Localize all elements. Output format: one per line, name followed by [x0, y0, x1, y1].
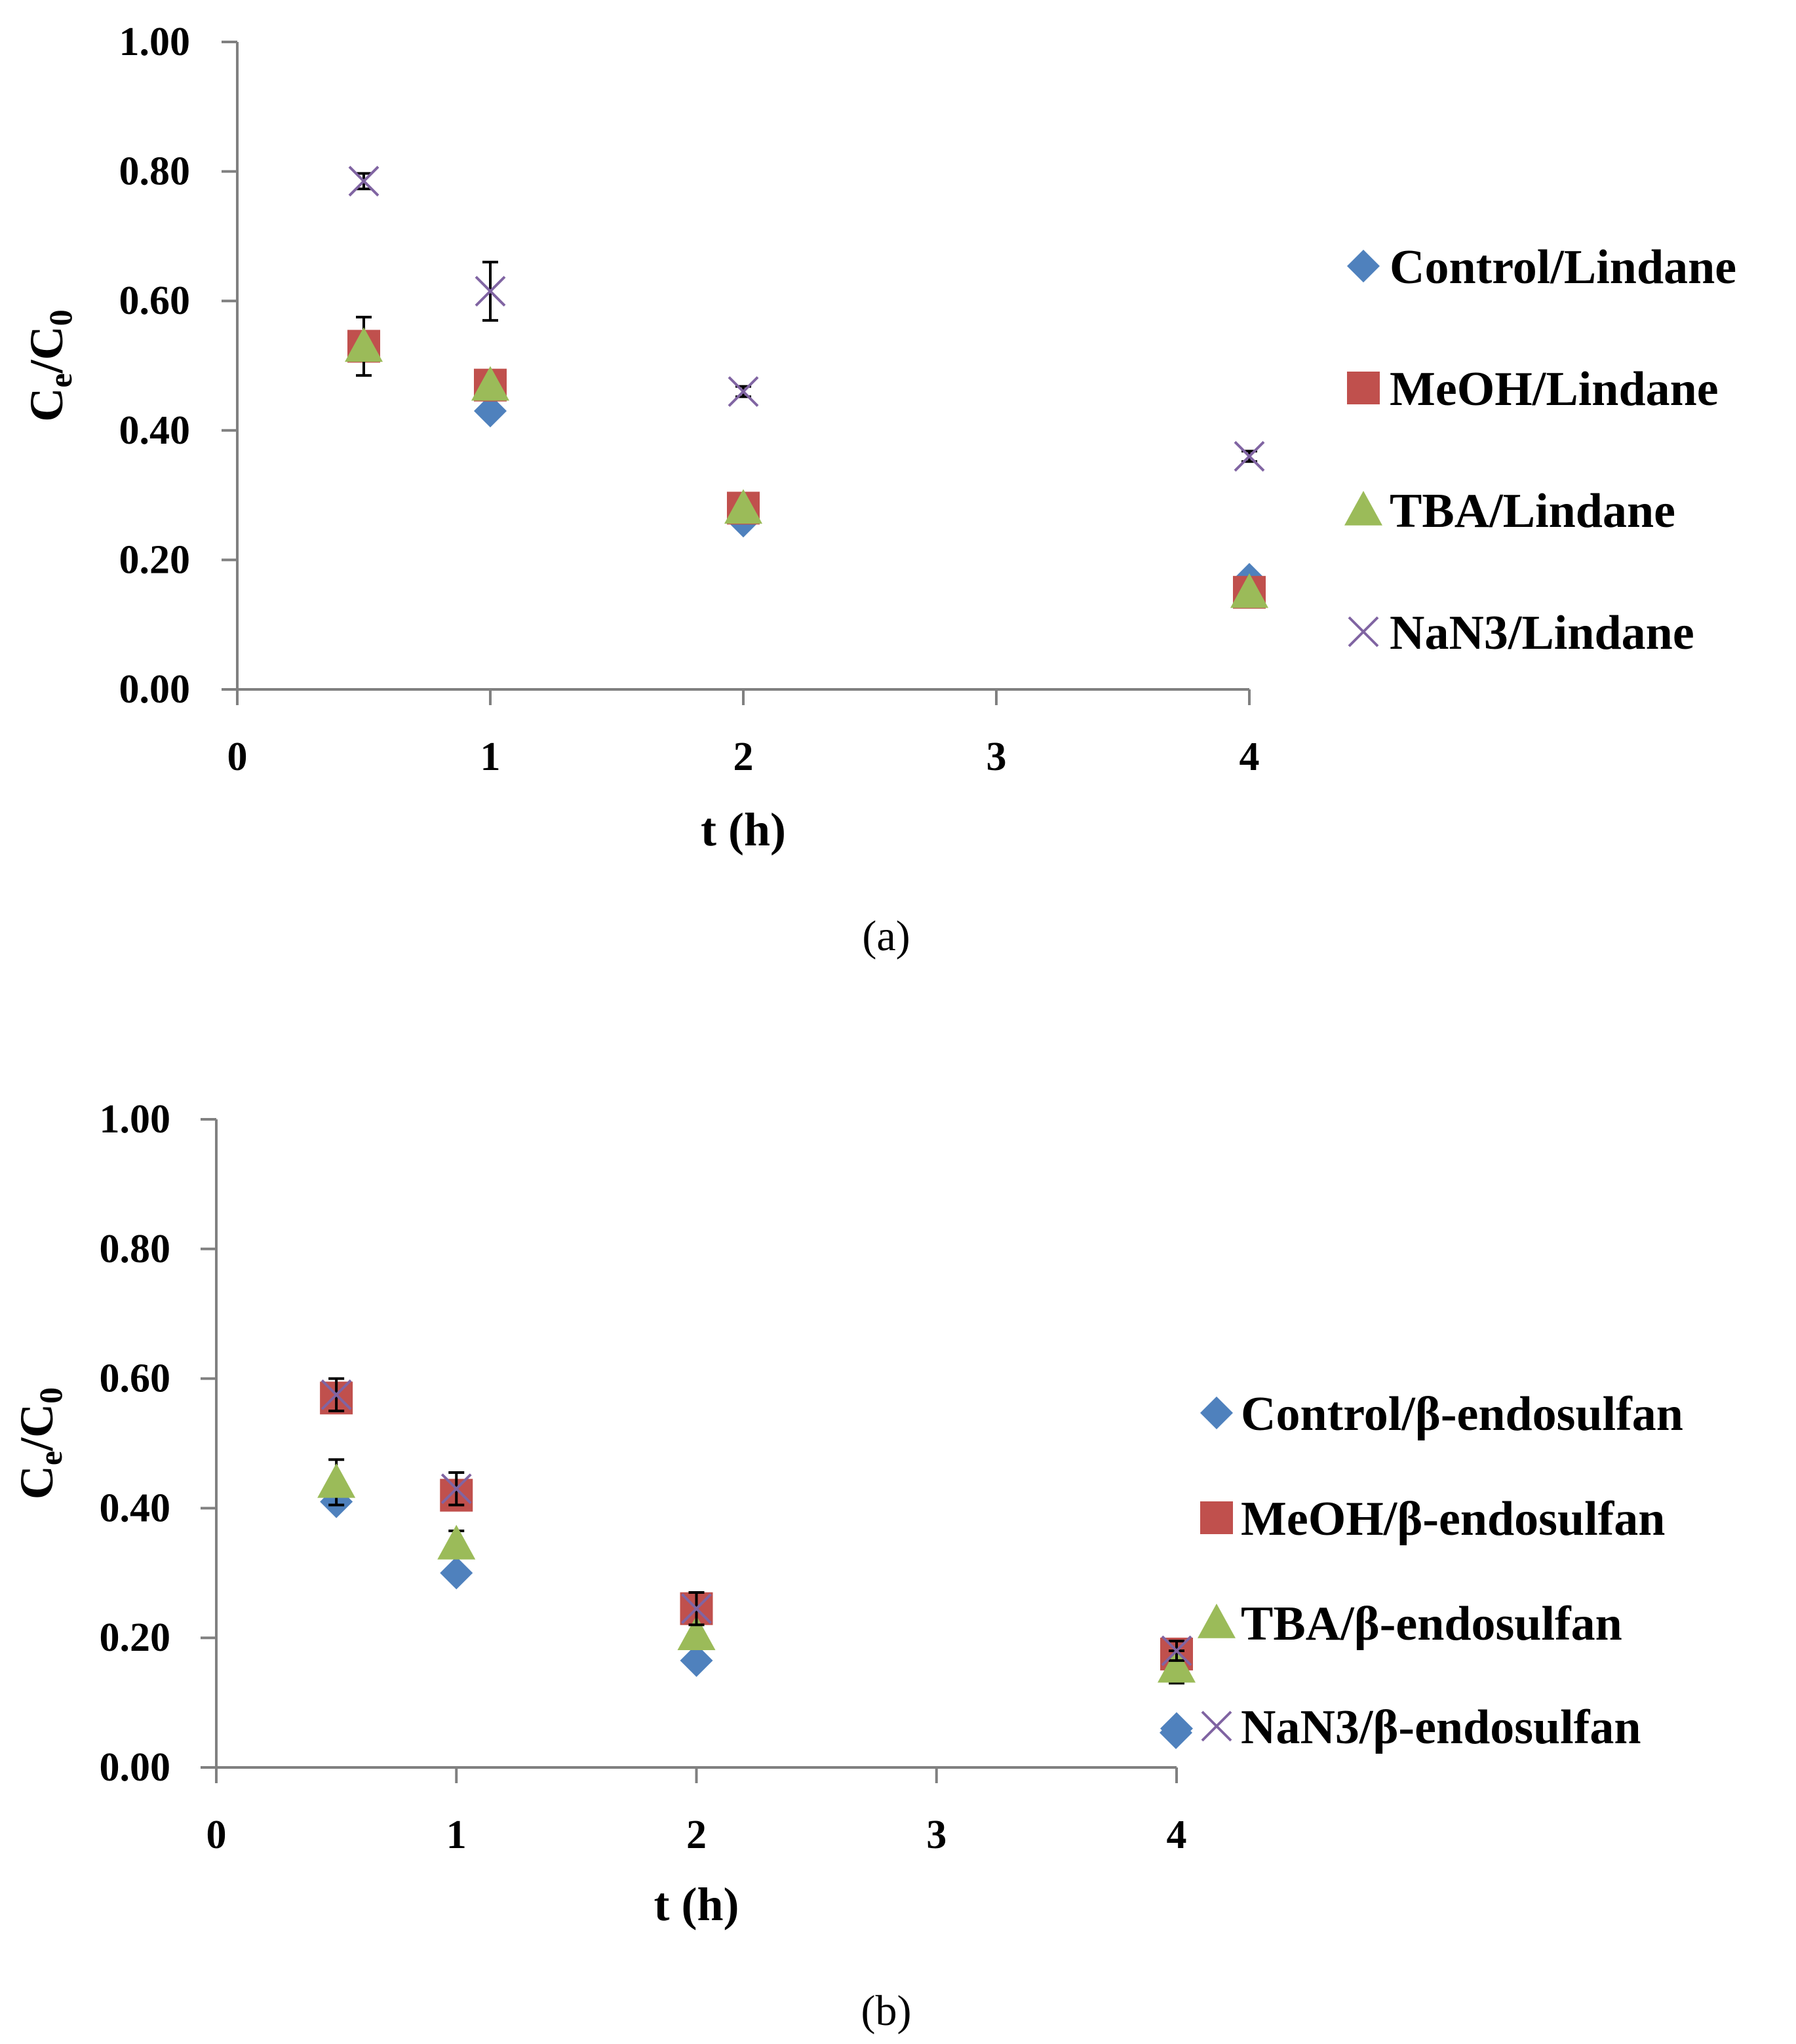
legend-label: MeOH/Lindane	[1390, 362, 1719, 416]
series-x	[321, 1377, 1192, 1667]
x-tick-label: 1	[446, 1813, 467, 1857]
data-point-triangle	[724, 489, 762, 524]
y-axis-title-part: C	[20, 388, 73, 422]
data-point-x	[440, 1473, 472, 1505]
legend-label: MeOH/β-endosulfan	[1241, 1492, 1665, 1546]
series-diamond	[320, 1485, 1193, 1745]
series-square	[320, 1381, 1193, 1670]
legend-x-icon	[1348, 616, 1379, 647]
y-axis-title: Ce/C0	[20, 309, 79, 421]
y-axis-title-part: e	[32, 1451, 69, 1465]
legend-item: Control/Lindane	[1347, 241, 1736, 294]
data-point-triangle	[437, 1524, 476, 1560]
data-point-x	[475, 275, 506, 307]
panel-caption: (a)	[862, 912, 910, 960]
series-square	[347, 330, 1266, 609]
legend-square-icon	[1200, 1501, 1233, 1534]
x-tick-label: 0	[206, 1813, 227, 1857]
data-point-x	[1234, 440, 1265, 472]
legend-item: MeOH/Lindane	[1347, 362, 1719, 416]
legend-label: NaN3/β-endosulfan	[1241, 1701, 1641, 1754]
x-axis-title: t (h)	[654, 1878, 739, 1931]
y-tick-label: 0.60	[119, 279, 191, 323]
legend-item: MeOH/β-endosulfan	[1200, 1492, 1665, 1546]
legend-diamond-icon	[1347, 250, 1380, 282]
legend-label: TBA/Lindane	[1390, 484, 1675, 538]
x-tick-label: 4	[1167, 1813, 1187, 1857]
series-triangle	[345, 315, 1268, 608]
x-tick-label: 1	[480, 735, 501, 779]
y-tick-label: 0.80	[119, 149, 191, 194]
legend-item: Control/β-endosulfan	[1200, 1387, 1683, 1441]
x-tick-label: 4	[1240, 735, 1260, 779]
legend-diamond-icon	[1200, 1397, 1233, 1429]
y-axis-title-part: /C	[20, 326, 73, 374]
x-axis-title: t (h)	[701, 803, 786, 856]
data-point-triangle	[317, 1463, 356, 1498]
data-point-triangle	[1158, 1648, 1196, 1683]
y-axis-title-part: e	[42, 373, 79, 387]
legend-item: NaN3/Lindane	[1348, 606, 1694, 660]
data-point-triangle	[677, 1615, 716, 1651]
data-point-triangle	[1230, 573, 1268, 608]
legend-item: NaN3/β-endosulfan	[1201, 1701, 1641, 1754]
x-tick-label: 0	[227, 735, 248, 779]
data-point-diamond	[680, 1644, 713, 1677]
legend-label: Control/Lindane	[1390, 241, 1736, 294]
y-tick-label: 0.80	[100, 1227, 171, 1271]
legend-item: TBA/β-endosulfan	[1198, 1597, 1622, 1651]
y-tick-label: 1.00	[100, 1097, 171, 1142]
legend-triangle-icon	[1344, 491, 1382, 526]
data-point-diamond	[474, 395, 507, 428]
chart-panel-a: 0.000.200.400.600.801.000 1 2 3 4t (h)Ce/C0C…	[20, 20, 1736, 960]
data-point-diamond	[440, 1556, 473, 1590]
series-x	[348, 166, 1265, 472]
series-triangle	[317, 1458, 1196, 1685]
legend-item: TBA/Lindane	[1344, 484, 1675, 538]
y-tick-label: 0.00	[119, 667, 191, 712]
y-axis-title: Ce/C0	[10, 1387, 69, 1499]
data-point-x	[348, 166, 380, 197]
y-axis-title-part: /C	[10, 1404, 63, 1452]
y-axis-title-part: 0	[32, 1387, 69, 1404]
x-tick-label: 3	[986, 735, 1007, 779]
legend-label: Control/β-endosulfan	[1241, 1387, 1683, 1441]
legend-label: TBA/β-endosulfan	[1241, 1597, 1622, 1651]
y-tick-label: 0.20	[119, 537, 191, 582]
legend-x-icon	[1201, 1710, 1232, 1742]
y-tick-label: 1.00	[119, 20, 191, 64]
data-point-x	[728, 376, 759, 407]
x-tick-label: 3	[926, 1813, 947, 1857]
data-point-triangle	[471, 366, 509, 401]
legend-label: NaN3/Lindane	[1390, 606, 1694, 660]
y-axis-title-part: C	[10, 1465, 63, 1499]
y-tick-label: 0.00	[100, 1745, 171, 1790]
y-tick-label: 0.40	[119, 408, 191, 453]
data-point-x	[321, 1379, 352, 1410]
chart-panel-b: 0.000.200.400.600.801.000 1 2 3 4t (h)Ce/C0 C…	[10, 1097, 1683, 2035]
y-tick-label: 0.40	[100, 1486, 171, 1530]
data-point-x	[681, 1593, 712, 1625]
legend-extra-diamond-icon	[1160, 1716, 1192, 1749]
legend-triangle-icon	[1198, 1604, 1236, 1638]
x-tick-label: 2	[733, 735, 754, 779]
legend-square-icon	[1347, 372, 1380, 404]
y-tick-label: 0.60	[100, 1357, 171, 1401]
data-point-triangle	[345, 327, 383, 362]
y-axis-title-part: 0	[42, 309, 79, 326]
data-point-x	[1161, 1635, 1192, 1667]
y-tick-label: 0.20	[100, 1615, 171, 1660]
panel-caption: (b)	[861, 1987, 912, 2035]
x-tick-label: 2	[686, 1813, 707, 1857]
